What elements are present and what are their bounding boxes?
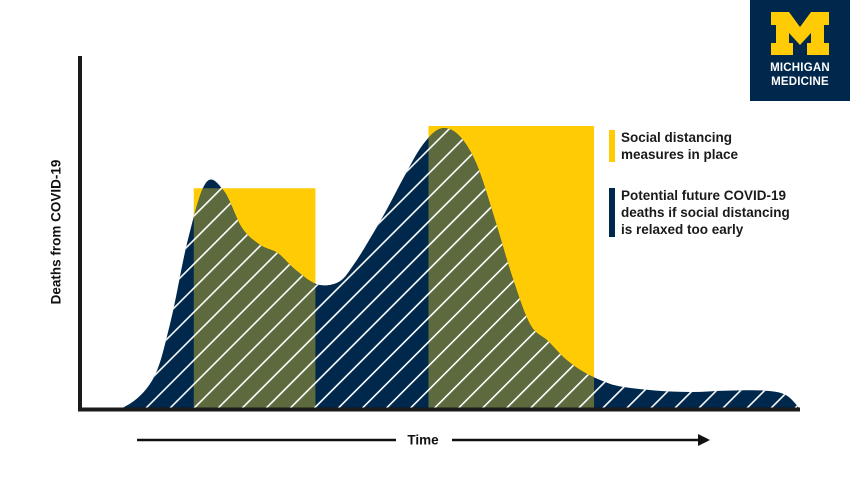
hatch-group <box>80 128 800 409</box>
logo-line-1: MICHIGAN <box>770 62 830 74</box>
legend-label-1-line-1: Social distancing <box>621 130 733 145</box>
y-axis-label: Deaths from COVID-19 <box>48 159 64 305</box>
legend-label-2-line-2: deaths if social distancing <box>621 205 790 220</box>
curve-hatch <box>80 128 800 409</box>
x-axis-label: Time <box>407 432 439 448</box>
death-curve-area <box>80 128 800 412</box>
legend-label-2-line-3: is relaxed too early <box>621 222 744 237</box>
legend-swatch-1 <box>609 130 615 162</box>
time-arrow <box>137 434 710 446</box>
block-m-icon <box>771 12 829 55</box>
logo-line-2: MEDICINE <box>771 76 829 88</box>
time-arrow-head <box>698 434 710 446</box>
axes <box>78 56 800 412</box>
legend-label-2-line-1: Potential future COVID-19 <box>621 188 787 203</box>
legend-label-1-line-2: measures in place <box>621 147 739 162</box>
legend-swatch-2 <box>609 188 615 237</box>
michigan-medicine-logo: MICHIGAN MEDICINE <box>750 0 850 101</box>
